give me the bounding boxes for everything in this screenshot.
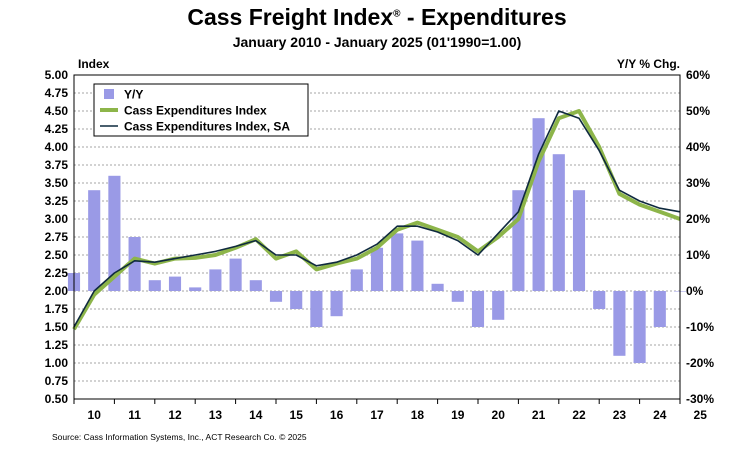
left-tick-label: 2.00 — [45, 284, 69, 298]
left-tick-label: 1.25 — [45, 338, 69, 352]
index-line — [72, 109, 681, 331]
right-tick-label: -30% — [686, 392, 714, 406]
left-tick-label: 2.25 — [45, 266, 69, 280]
yoy-bar — [310, 291, 323, 327]
left-tick-label: 2.50 — [45, 248, 69, 262]
yoy-bar — [108, 175, 121, 291]
x-tick-label: 19 — [451, 408, 465, 422]
yoy-bar — [269, 291, 283, 302]
left-tick-label: 4.50 — [45, 104, 69, 118]
x-tick-label: 14 — [249, 408, 263, 422]
x-tick-label: 17 — [370, 408, 384, 422]
chart-title: Cass Freight Index® - Expenditures — [187, 4, 567, 30]
yoy-bar — [330, 291, 343, 317]
x-tick-label: 25 — [694, 408, 708, 422]
legend-label: Cass Expenditures Index — [124, 104, 267, 118]
yoy-bar — [370, 247, 384, 291]
yoy-bar — [613, 291, 626, 356]
x-tick-label: 24 — [653, 408, 667, 422]
yoy-bar — [249, 280, 262, 291]
left-tick-label: 3.25 — [45, 194, 69, 208]
left-tick-label: 3.50 — [45, 176, 69, 190]
yoy-bar — [411, 240, 424, 291]
yoy-bar — [189, 287, 202, 291]
left-tick-label: 1.00 — [45, 356, 69, 370]
yoy-bar — [653, 291, 666, 327]
yoy-bar — [492, 291, 505, 320]
yoy-bar — [471, 291, 485, 327]
x-tick-label: 11 — [128, 408, 141, 422]
x-tick-label: 13 — [209, 408, 223, 422]
yoy-bar — [168, 276, 182, 291]
right-axis-title: Y/Y % Chg. — [617, 57, 680, 71]
left-axis-title: Index — [78, 57, 110, 71]
yoy-bar — [350, 269, 363, 291]
legend-swatch-yoy — [104, 89, 114, 99]
right-tick-label: 30% — [686, 176, 710, 190]
yoy-bar — [552, 154, 565, 291]
yoy-bar — [431, 283, 444, 291]
x-tick-label: 23 — [613, 408, 627, 422]
x-tick-label: 22 — [572, 408, 586, 422]
x-tick-label: 10 — [88, 408, 102, 422]
legend-label: Y/Y — [124, 88, 143, 102]
yoy-bar — [391, 233, 404, 291]
right-tick-label: 20% — [686, 212, 710, 226]
left-tick-label: 0.50 — [45, 392, 69, 406]
right-tick-label: -10% — [686, 320, 714, 334]
x-tick-label: 15 — [290, 408, 304, 422]
sa-line — [73, 110, 681, 328]
yoy-bar — [290, 291, 303, 309]
yoy-bar — [593, 291, 606, 309]
x-tick-label: 18 — [411, 408, 425, 422]
right-tick-label: 60% — [686, 68, 710, 82]
right-tick-label: -20% — [686, 356, 714, 370]
left-tick-label: 4.75 — [45, 86, 69, 100]
yoy-bar — [88, 190, 101, 291]
left-tick-label: 5.00 — [45, 68, 69, 82]
right-tick-label: 10% — [686, 248, 710, 262]
x-tick-label: 16 — [330, 408, 344, 422]
right-tick-label: 50% — [686, 104, 710, 118]
legend-label: Cass Expenditures Index, SA — [124, 120, 290, 134]
yoy-bar — [148, 280, 161, 291]
source-note: Source: Cass Information Systems, Inc., … — [52, 432, 307, 442]
yoy-bar — [229, 258, 242, 291]
plot-frame — [73, 74, 681, 400]
x-tick-label: 12 — [168, 408, 182, 422]
left-tick-label: 4.00 — [45, 140, 69, 154]
registered-mark: ® — [393, 8, 401, 20]
chart-subtitle: January 2010 - January 2025 (01'1990=1.0… — [232, 34, 522, 50]
yoy-bar — [572, 190, 586, 291]
yoy-bar — [128, 237, 141, 291]
left-tick-label: 3.75 — [45, 158, 69, 172]
right-tick-label: 0% — [686, 284, 704, 298]
left-tick-label: 3.00 — [45, 212, 69, 226]
left-tick-label: 1.75 — [45, 302, 69, 316]
left-tick-label: 1.50 — [45, 320, 69, 334]
x-tick-label: 21 — [532, 408, 546, 422]
x-tick-label: 20 — [492, 408, 506, 422]
yoy-bar — [209, 269, 222, 291]
left-tick-label: 2.75 — [45, 230, 69, 244]
legend-box — [93, 83, 309, 137]
yoy-bar — [451, 291, 464, 302]
left-tick-label: 4.25 — [45, 122, 69, 136]
right-tick-label: 40% — [686, 140, 710, 154]
left-tick-label: 0.75 — [45, 374, 69, 388]
yoy-bar — [633, 291, 646, 363]
